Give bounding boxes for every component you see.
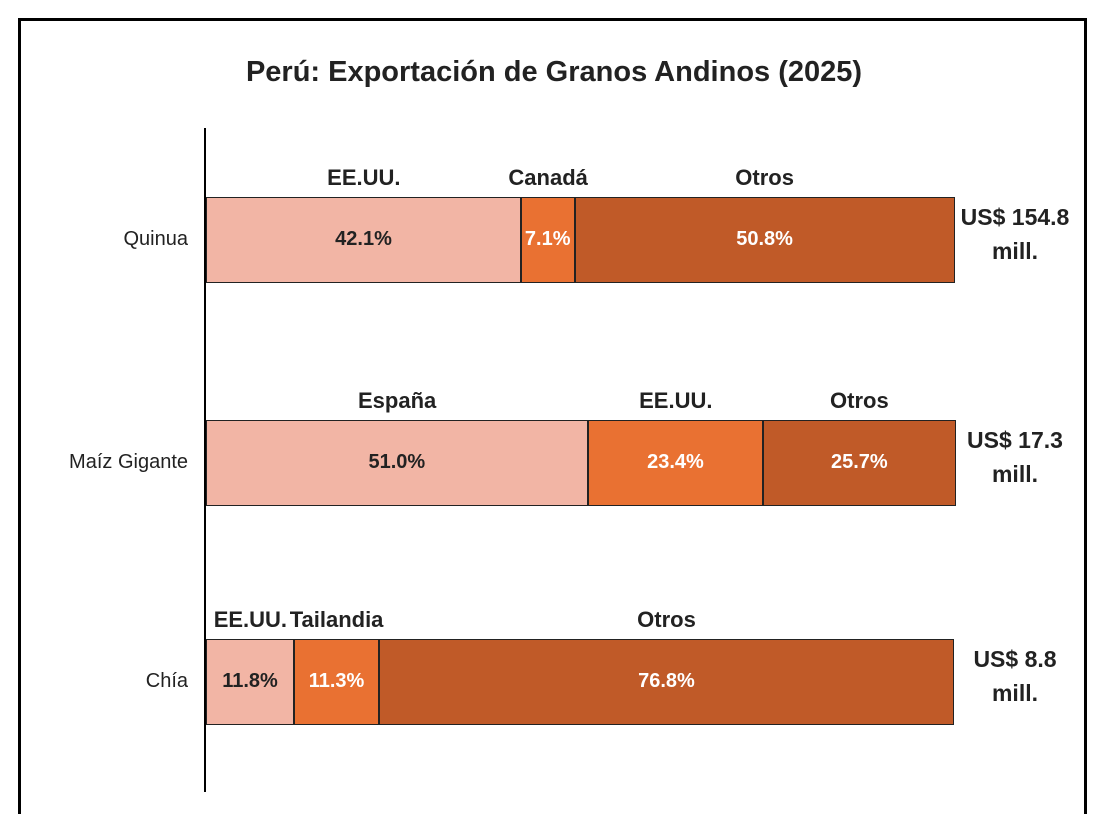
data-label: 11.3%	[308, 670, 365, 692]
total-label: US$ 8.8 mill.	[973, 646, 1057, 706]
row-label: Maíz Gigante	[69, 451, 188, 473]
data-label: 7.1%	[524, 228, 571, 250]
bar-segment	[294, 639, 379, 725]
data-label: 50.8%	[736, 228, 793, 250]
row-label: Quinua	[123, 228, 189, 250]
bar-segment	[574, 197, 955, 283]
bar-segment	[379, 639, 955, 725]
data-label: 23.4%	[647, 451, 704, 473]
segment-name: EE.UU.	[213, 607, 288, 632]
chart-title: Perú: Exportación de Granos Andinos (202…	[245, 56, 863, 88]
data-label: 42.1%	[335, 228, 392, 250]
chart-frame	[18, 18, 1087, 814]
bar-segment	[206, 420, 588, 506]
data-label: 11.8%	[222, 670, 278, 692]
segment-name: EE.UU.	[639, 388, 713, 413]
data-label: 51.0%	[368, 451, 426, 473]
segment-name: Otros	[637, 607, 696, 632]
bar-segment	[587, 420, 764, 506]
segment-name: EE.UU.	[327, 165, 401, 190]
bar-segment	[521, 197, 575, 283]
segment-name: Tailandia	[289, 607, 384, 632]
bar-segment	[206, 197, 522, 283]
data-label: 76.8%	[638, 670, 695, 692]
data-label: 25.7%	[831, 451, 888, 473]
segment-name: Otros	[830, 388, 889, 413]
category-axis	[204, 128, 206, 792]
bar-segment	[763, 420, 956, 506]
total-label: US$ 154.8 mill.	[960, 204, 1070, 264]
segment-name: Canadá	[508, 165, 588, 190]
bar-segment	[206, 639, 295, 725]
segment-name: España	[357, 388, 437, 413]
total-label: US$ 17.3 mill.	[967, 427, 1063, 487]
row-label: Chía	[145, 670, 188, 692]
segment-name: Otros	[735, 165, 794, 190]
